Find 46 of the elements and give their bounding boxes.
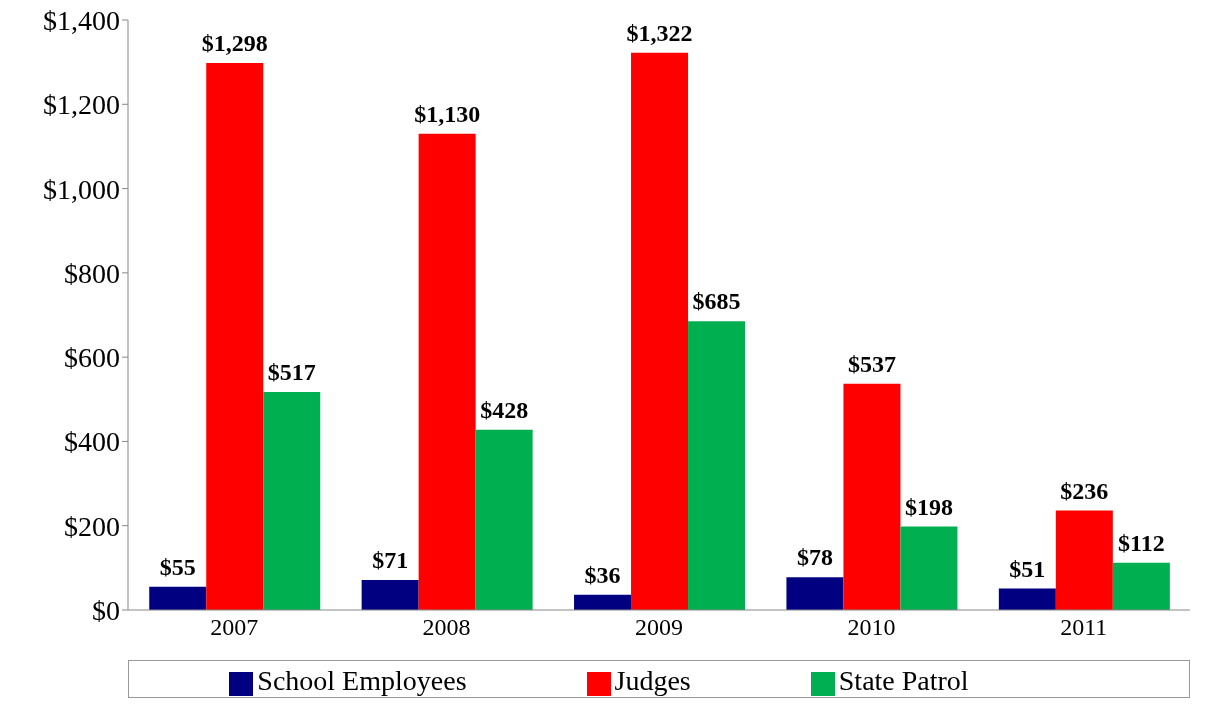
data-label: $685 (692, 288, 741, 315)
bar (1112, 562, 1170, 610)
data-label: $236 (1060, 477, 1109, 504)
bar (688, 321, 746, 610)
y-tick-label: $400 (64, 426, 120, 458)
bar (786, 577, 844, 610)
y-tick-label: $800 (64, 257, 120, 289)
data-label: $55 (159, 553, 196, 580)
x-tick-label: 2007 (210, 614, 259, 641)
data-label: $428 (480, 396, 529, 423)
bar (900, 526, 958, 610)
data-label: $71 (372, 547, 409, 574)
bar (998, 588, 1056, 610)
bar (418, 133, 476, 610)
bar (843, 383, 901, 610)
legend-label: State Patrol (838, 665, 969, 696)
data-label: $537 (847, 350, 896, 377)
x-tick-label: 2011 (1060, 614, 1108, 641)
y-tick-label: $1,200 (43, 89, 120, 121)
data-label: $198 (904, 493, 953, 520)
bar (361, 580, 419, 610)
y-tick-label: $1,000 (43, 173, 120, 205)
y-tick-label: $600 (64, 342, 120, 374)
bar (149, 586, 207, 610)
bar (263, 392, 321, 610)
bar (206, 62, 264, 610)
y-tick-label: $0 (92, 594, 120, 626)
data-label: $36 (584, 561, 621, 588)
data-label: $1,130 (414, 100, 481, 127)
data-label: $517 (267, 359, 316, 386)
data-label: $1,298 (201, 29, 268, 56)
bar (574, 594, 632, 610)
x-tick-label: 2009 (635, 614, 683, 641)
x-tick-label: 2010 (847, 614, 896, 641)
data-label: $51 (1009, 555, 1046, 582)
y-tick-label: $1,400 (43, 4, 120, 36)
data-label: $1,322 (626, 19, 693, 46)
y-tick-label: $200 (64, 510, 120, 542)
bar (631, 52, 689, 610)
legend-label: School Employees (257, 665, 467, 696)
bar (475, 429, 533, 610)
x-tick-label: 2008 (422, 614, 471, 641)
data-label: $112 (1118, 529, 1165, 556)
data-label: $78 (796, 544, 833, 571)
bar (1055, 510, 1113, 610)
legend-label: Judges (614, 665, 691, 696)
